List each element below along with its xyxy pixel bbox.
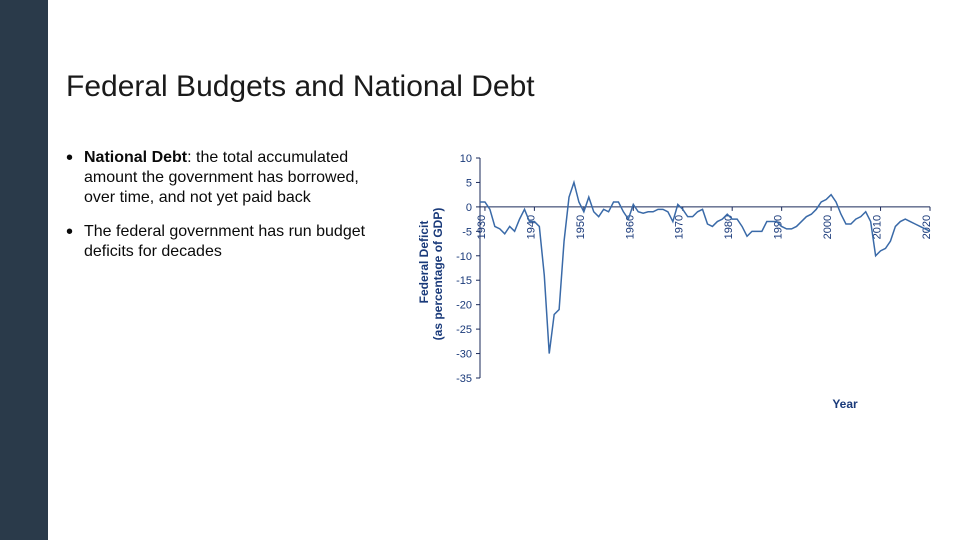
- svg-text:0: 0: [466, 202, 472, 214]
- svg-text:Year: Year: [832, 397, 858, 411]
- svg-text:Federal Deficit: Federal Deficit: [417, 221, 431, 304]
- federal-deficit-chart: 10 5 0 -5 -10 -15 -20 -25 -30 -35 1930 1940 1950 1960…: [410, 148, 940, 428]
- svg-text:-10: -10: [456, 251, 472, 263]
- svg-text:1960: 1960: [624, 215, 636, 239]
- svg-text:5: 5: [466, 177, 472, 189]
- svg-text:1950: 1950: [575, 215, 587, 239]
- svg-text:1940: 1940: [525, 215, 537, 239]
- chart-container: 10 5 0 -5 -10 -15 -20 -25 -30 -35 1930 1940 1950 1960…: [410, 148, 940, 468]
- svg-text:-30: -30: [456, 349, 472, 361]
- bullet-dot-icon: •: [66, 148, 84, 208]
- svg-text:(as percentage of GDP): (as percentage of GDP): [431, 208, 445, 341]
- bullet-text: The federal government has run budget de…: [84, 222, 390, 262]
- bullet-bold: National Debt: [84, 149, 187, 166]
- left-sidebar: [0, 0, 48, 540]
- svg-text:1930: 1930: [476, 215, 488, 239]
- svg-text:-35: -35: [456, 373, 472, 385]
- svg-text:10: 10: [460, 153, 472, 165]
- svg-text:-25: -25: [456, 324, 472, 336]
- bullet-dot-icon: •: [66, 222, 84, 262]
- bullet-list: • National Debt: the total accumulated a…: [66, 148, 390, 468]
- slide-content: Federal Budgets and National Debt • Nati…: [48, 0, 960, 540]
- svg-text:1970: 1970: [674, 215, 686, 239]
- svg-text:-5: -5: [462, 226, 472, 238]
- svg-text:-20: -20: [456, 300, 472, 312]
- body-row: • National Debt: the total accumulated a…: [66, 148, 940, 468]
- svg-text:-15: -15: [456, 275, 472, 287]
- bullet-text: National Debt: the total accumulated amo…: [84, 148, 390, 208]
- svg-text:2000: 2000: [822, 215, 834, 239]
- bullet-rest: The federal government has run budget de…: [84, 223, 365, 260]
- list-item: • The federal government has run budget …: [66, 222, 390, 262]
- list-item: • National Debt: the total accumulated a…: [66, 148, 390, 208]
- page-title: Federal Budgets and National Debt: [66, 70, 940, 104]
